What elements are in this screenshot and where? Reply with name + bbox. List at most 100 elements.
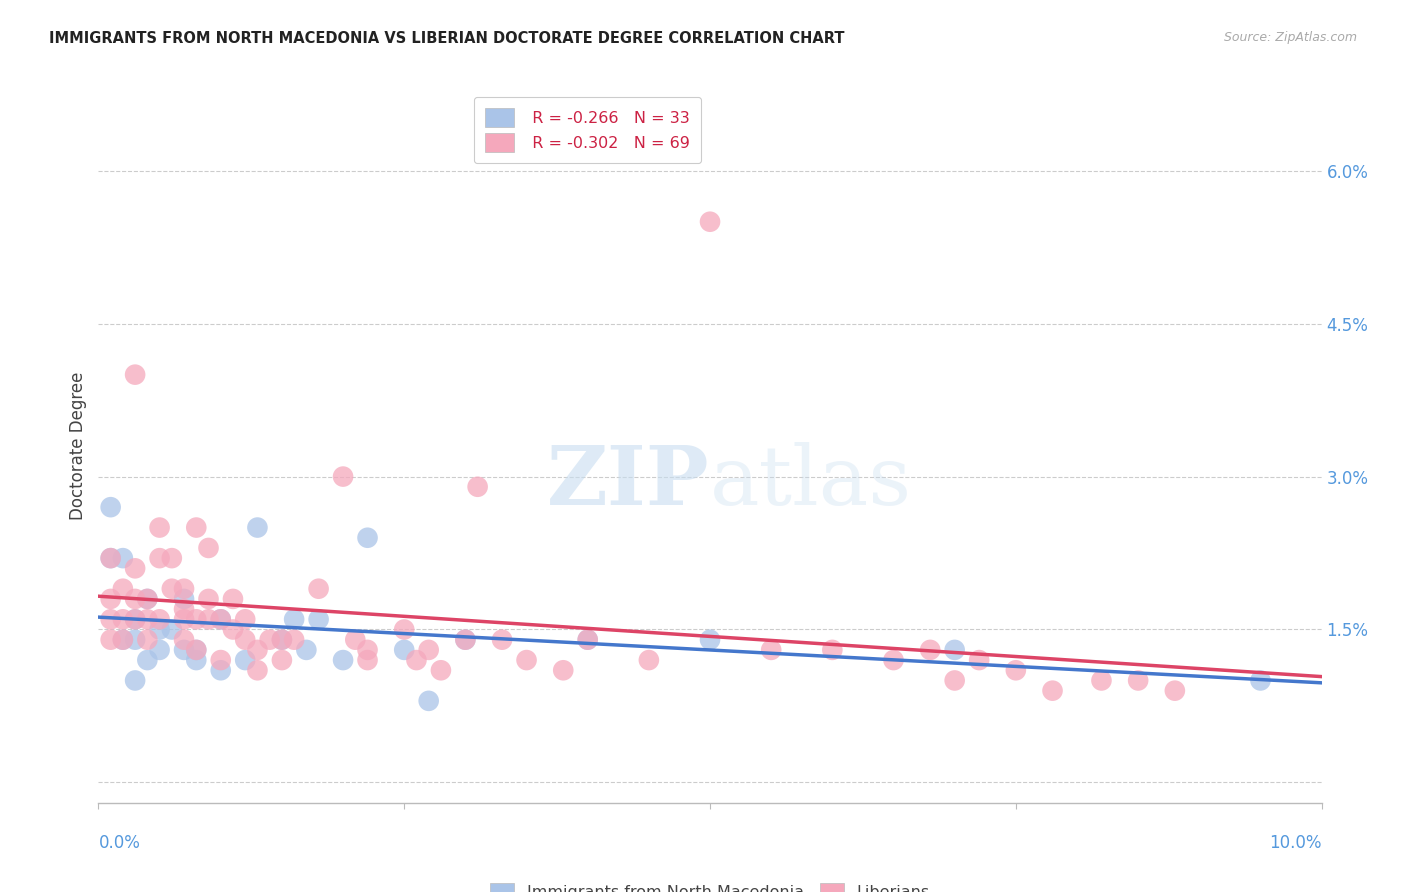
Point [173,582,195,596]
Point [454,632,477,647]
Point [467,480,489,494]
Point [197,591,219,606]
Point [136,591,159,606]
Point [233,612,256,626]
Point [392,623,416,637]
Text: 10.0%: 10.0% [1270,834,1322,852]
Point [149,551,172,566]
Point [149,623,172,637]
Point [392,643,416,657]
Point [356,531,378,545]
Point [283,632,305,647]
Point [209,612,232,626]
Point [332,653,354,667]
Point [967,653,990,667]
Point [111,582,134,596]
Point [283,612,305,626]
Point [418,694,440,708]
Point [246,643,269,657]
Point [186,612,208,626]
Point [186,653,208,667]
Text: ZIP: ZIP [547,442,710,522]
Point [233,632,256,647]
Point [454,632,477,647]
Point [160,623,183,637]
Point [197,612,219,626]
Point [1004,663,1026,677]
Point [111,612,134,626]
Point [516,653,538,667]
Point [356,643,378,657]
Point [186,643,208,657]
Y-axis label: Doctorate Degree: Doctorate Degree [69,372,87,520]
Point [295,643,318,657]
Point [637,653,661,667]
Point [100,551,122,566]
Point [233,653,256,667]
Point [173,591,195,606]
Point [259,632,281,647]
Point [883,653,905,667]
Point [186,643,208,657]
Point [491,632,513,647]
Point [576,632,599,647]
Point [209,612,232,626]
Point [136,653,159,667]
Point [136,612,159,626]
Point [553,663,575,677]
Point [149,612,172,626]
Point [209,653,232,667]
Point [124,673,146,688]
Point [124,612,146,626]
Point [111,632,134,647]
Point [136,632,159,647]
Point [111,551,134,566]
Point [405,653,427,667]
Point [308,612,330,626]
Point [149,520,172,534]
Point [173,602,195,616]
Point [100,500,122,515]
Text: Source: ZipAtlas.com: Source: ZipAtlas.com [1223,31,1357,45]
Point [1164,683,1187,698]
Point [173,643,195,657]
Legend: Immigrants from North Macedonia, Liberians: Immigrants from North Macedonia, Liberia… [482,875,938,892]
Point [821,643,844,657]
Point [100,632,122,647]
Point [100,551,122,566]
Point [759,643,782,657]
Point [943,643,966,657]
Point [270,632,292,647]
Point [270,653,292,667]
Point [576,632,599,647]
Point [418,643,440,657]
Point [246,520,269,534]
Point [356,653,378,667]
Text: atlas: atlas [710,442,912,522]
Point [160,582,183,596]
Point [920,643,942,657]
Point [124,632,146,647]
Point [1042,683,1064,698]
Point [222,591,245,606]
Point [699,215,721,229]
Point [173,632,195,647]
Point [136,591,159,606]
Point [149,643,172,657]
Point [1090,673,1112,688]
Point [1128,673,1150,688]
Point [699,632,721,647]
Point [160,551,183,566]
Point [111,632,134,647]
Point [270,632,292,647]
Point [246,663,269,677]
Point [222,623,245,637]
Text: IMMIGRANTS FROM NORTH MACEDONIA VS LIBERIAN DOCTORATE DEGREE CORRELATION CHART: IMMIGRANTS FROM NORTH MACEDONIA VS LIBER… [49,31,845,46]
Point [124,612,146,626]
Point [430,663,453,677]
Point [1249,673,1271,688]
Point [124,368,146,382]
Point [344,632,367,647]
Point [186,520,208,534]
Point [100,591,122,606]
